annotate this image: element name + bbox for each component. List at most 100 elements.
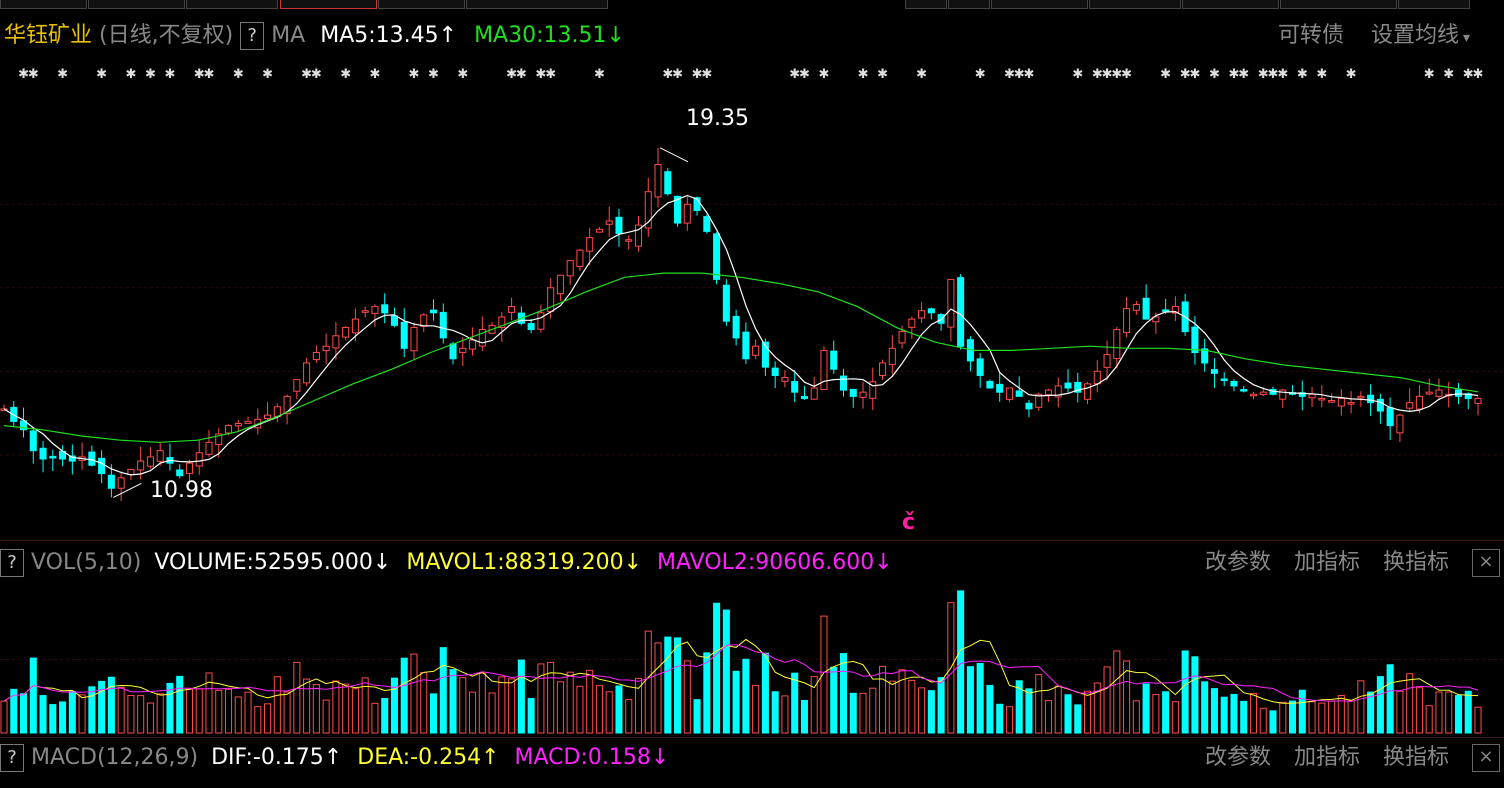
candle-body: [859, 391, 867, 398]
volume-bar: [820, 615, 828, 734]
candle-body: [781, 377, 789, 382]
volume-chart[interactable]: [0, 580, 1504, 735]
candle-body: [1074, 381, 1082, 393]
candle-body: [634, 224, 643, 247]
volume-bar: [137, 695, 145, 734]
volume-bar: [1464, 690, 1472, 734]
volume-bar: [78, 694, 86, 734]
candle-body: [185, 462, 193, 474]
price-chart[interactable]: ✱✱ ✱ ✱ ✱ ✱ ✱ ✱✱ ✱ ✱ ✱✱ ✱ ✱ ✱ ✱ ✱ ✱✱ ✱✱ ✱ ✱✱ ✱✱ ✱✱ ✱ ✱ ✱ ✱ ✱ ✱✱✱ ✱ ✱✱…: [0, 60, 1504, 538]
tab-10[interactable]: [1089, 0, 1181, 9]
macd-indicator-label[interactable]: MACD(12,26,9): [31, 745, 199, 770]
ma-label[interactable]: MA: [271, 23, 306, 48]
tab-8[interactable]: [948, 0, 990, 9]
set-ma-caret-icon[interactable]: ▾: [1462, 30, 1470, 46]
volume-bar: [957, 590, 965, 734]
volume-bar: [1376, 676, 1384, 734]
macd-switch-indicator-link[interactable]: 换指标: [1382, 745, 1449, 770]
volume-add-indicator-link[interactable]: 加指标: [1293, 550, 1360, 575]
convertible-bond-link[interactable]: 可转债: [1277, 23, 1344, 48]
volume-bar: [195, 688, 203, 734]
tab-12[interactable]: [1280, 0, 1397, 9]
volume-close-icon[interactable]: ×: [1472, 549, 1500, 577]
tab-day[interactable]: [280, 0, 377, 9]
candle-body: [351, 318, 359, 334]
dif-up-arrow-icon: ↑: [323, 745, 343, 770]
volume-switch-indicator-link[interactable]: 换指标: [1382, 550, 1449, 575]
candle-body: [1044, 389, 1053, 396]
volume-bar: [224, 688, 233, 734]
candle-body: [156, 450, 164, 462]
set-ma-link[interactable]: 设置均线: [1370, 23, 1459, 48]
mavol1-line: [3, 638, 1479, 704]
signal-marker: ✱: [145, 67, 156, 82]
candle-body: [586, 237, 594, 252]
volume-bar: [1357, 680, 1365, 734]
candle-body: [224, 425, 233, 434]
stock-name[interactable]: 华钰矿业: [4, 23, 93, 48]
macd-help-button[interactable]: ?: [0, 744, 24, 772]
signal-marker: ✱: [545, 67, 556, 82]
tab-5[interactable]: [378, 0, 465, 9]
volume-bar: [879, 665, 887, 734]
volume-bar: [1230, 693, 1238, 734]
candle-body: [761, 341, 769, 368]
tab-2[interactable]: [88, 0, 185, 9]
candle-body: [1240, 389, 1248, 392]
candle-body: [420, 314, 428, 327]
signal-marker: ✱: [1102, 67, 1113, 82]
signal-marker: ✱: [1160, 67, 1171, 82]
macd-add-indicator-link[interactable]: 加指标: [1293, 745, 1360, 770]
candle-body: [508, 306, 516, 313]
volume-bar: [1152, 694, 1160, 734]
candle-body: [556, 274, 564, 295]
help-button[interactable]: ?: [240, 22, 265, 50]
volume-indicator-label[interactable]: VOL(5,10): [31, 550, 142, 575]
tab-7[interactable]: [905, 0, 947, 9]
mavol2-line: [3, 644, 1479, 703]
signal-marker: ✱: [594, 67, 605, 82]
candle-body: [605, 220, 613, 225]
tab-1[interactable]: [0, 0, 87, 9]
volume-bar: [1015, 680, 1023, 734]
event-marker-icon[interactable]: č: [902, 510, 916, 535]
volume-bar: [1171, 701, 1179, 734]
tab-11[interactable]: [1182, 0, 1279, 9]
candle-body: [459, 347, 467, 354]
macd-edit-params-link[interactable]: 改参数: [1204, 745, 1271, 770]
dea-value: DEA:-0.254: [357, 745, 482, 770]
volume-bar: [566, 671, 574, 734]
signal-marker: ✱: [1473, 67, 1484, 82]
volume-bar: [517, 659, 525, 734]
volume-bar: [537, 663, 545, 734]
tab-6[interactable]: [466, 0, 608, 9]
tab-3[interactable]: [186, 0, 278, 9]
candle-body: [1064, 382, 1072, 389]
pane-divider-macd: [0, 737, 1504, 738]
candle-body: [68, 455, 76, 462]
volume-bar: [215, 689, 223, 734]
macd-close-icon[interactable]: ×: [1472, 744, 1500, 772]
candle-body: [176, 469, 184, 477]
signal-marker: ✱: [535, 67, 546, 82]
volume-bar: [586, 669, 594, 734]
candle-body: [918, 310, 926, 319]
volume-bar: [488, 692, 496, 734]
candle-body: [1249, 393, 1258, 397]
volume-bar: [615, 685, 623, 734]
candle-body: [810, 387, 818, 400]
candle-body: [1025, 402, 1033, 410]
tab-13[interactable]: [1398, 0, 1470, 9]
volume-bar: [322, 699, 330, 734]
volume-bar: [918, 687, 926, 734]
volume-help-button[interactable]: ?: [0, 549, 24, 577]
signal-marker: ✱: [96, 67, 107, 82]
volume-bar: [869, 687, 877, 734]
signal-marker: ✱: [28, 67, 39, 82]
signal-marker: ✱: [1277, 67, 1288, 82]
tab-9[interactable]: [991, 0, 1088, 9]
volume-bar: [839, 653, 848, 734]
volume-bar: [1084, 690, 1092, 734]
volume-edit-params-link[interactable]: 改参数: [1204, 550, 1271, 575]
high-pointer-line: [659, 147, 689, 163]
